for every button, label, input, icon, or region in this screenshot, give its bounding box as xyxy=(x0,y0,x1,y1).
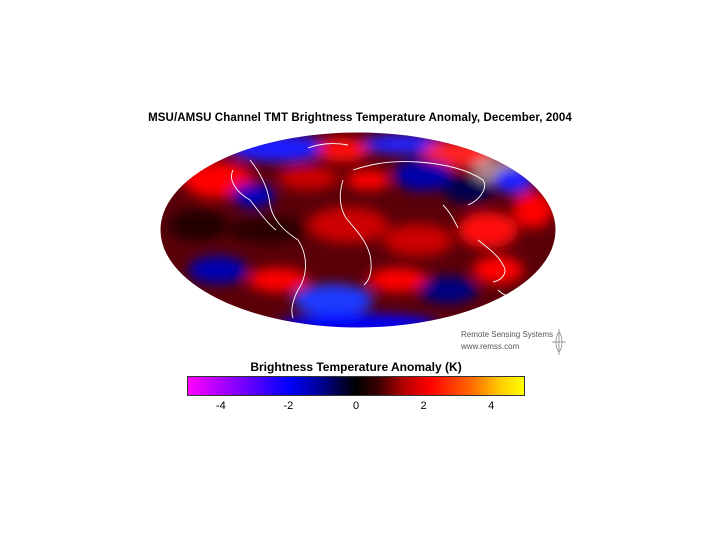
colorbar-tick-label: -4 xyxy=(215,400,226,412)
map-border xyxy=(159,131,557,329)
figure-title: MSU/AMSU Channel TMT Brightness Temperat… xyxy=(148,112,572,124)
colorbar-tick-label: 4 xyxy=(488,400,495,412)
mollweide-map xyxy=(159,131,557,329)
credit-url: www.remss.com xyxy=(461,342,520,351)
credit-block: Remote Sensing Systems www.remss.com xyxy=(461,329,571,356)
colorbar-tick-label: -2 xyxy=(283,400,294,412)
anomaly-map xyxy=(158,130,558,330)
colorbar-title: Brightness Temperature Anomaly (K) xyxy=(250,360,462,374)
credit-org: Remote Sensing Systems xyxy=(461,330,554,339)
rss-logo-icon xyxy=(552,329,566,355)
colorbar-tick-label: 0 xyxy=(352,400,360,412)
colorbar xyxy=(187,376,525,396)
colorbar-tick-label: 2 xyxy=(420,400,427,412)
